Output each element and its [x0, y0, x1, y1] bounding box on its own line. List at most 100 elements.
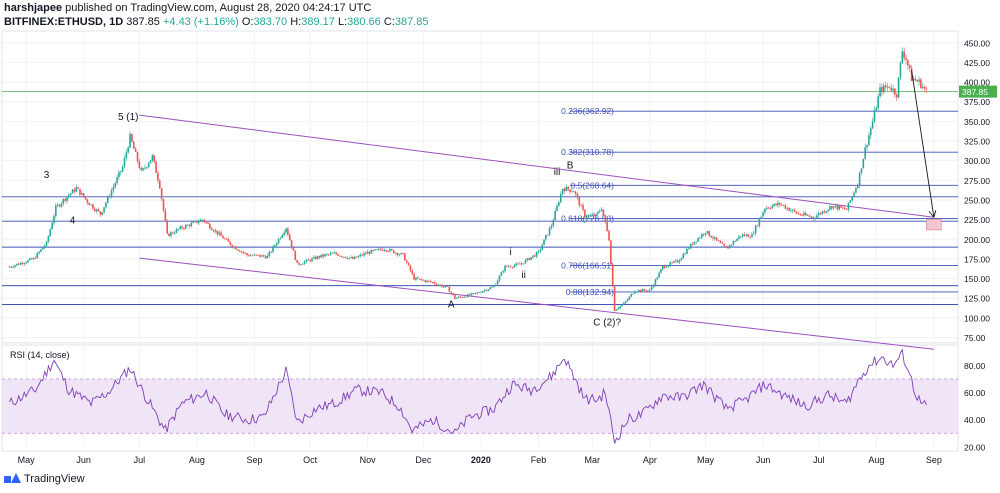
candle-body: [207, 222, 209, 224]
price-tick-label: 100.00: [964, 313, 990, 323]
wave-label: i: [510, 247, 512, 258]
candle-body: [8, 266, 11, 268]
candle-body: [918, 79, 920, 82]
candle-body: [572, 191, 575, 193]
candle-body: [907, 59, 909, 66]
candle-body: [838, 205, 840, 210]
candle-body: [88, 202, 91, 206]
candle-body: [662, 265, 664, 270]
candle-body: [227, 239, 230, 242]
candle-body: [793, 209, 796, 212]
candle-body: [431, 282, 434, 283]
candle-body: [409, 265, 412, 271]
candle-body: [90, 204, 92, 206]
candle-body: [394, 252, 397, 254]
last-price: 387.85: [126, 16, 160, 28]
candle-body: [580, 205, 582, 206]
footer-brand[interactable]: TradingView: [4, 473, 85, 485]
candle-body: [455, 297, 458, 299]
candle-body: [775, 203, 777, 206]
candle-body: [49, 229, 52, 237]
candle-body: [543, 239, 545, 246]
candle-body: [361, 254, 363, 256]
time-tick-label: Jul: [813, 455, 825, 465]
candle-body: [780, 204, 783, 206]
candle-body: [843, 207, 846, 210]
candle-body: [56, 204, 59, 206]
candle-body: [145, 167, 148, 168]
candle-body: [329, 253, 332, 255]
candle-body: [814, 217, 816, 219]
candle-body: [10, 266, 13, 268]
candle-body: [450, 291, 453, 294]
candle-body: [660, 269, 662, 273]
candle-body: [845, 209, 848, 210]
rsi-tick-label: 40.00: [964, 415, 986, 425]
candle-body: [491, 286, 493, 288]
candle-body: [210, 228, 213, 231]
candle-body: [417, 277, 419, 279]
candle-body: [734, 241, 737, 242]
projection-arrow-line: [911, 70, 935, 218]
candle-body: [387, 251, 389, 252]
candle-body: [684, 253, 686, 255]
candle-body: [806, 215, 809, 217]
candle-body: [459, 296, 462, 298]
candle-body: [706, 231, 709, 234]
candle-body: [396, 252, 399, 255]
candle-body: [58, 204, 61, 207]
candle-body: [591, 214, 594, 216]
candle-body: [184, 225, 187, 229]
candle-body: [608, 231, 610, 241]
candle-body: [842, 207, 844, 209]
candle-body: [307, 259, 310, 261]
candle-body: [851, 196, 853, 201]
rsi-label: RSI (14, close): [10, 350, 70, 360]
high-label: H:: [290, 16, 302, 28]
candle-body: [313, 256, 315, 259]
candle-body: [353, 256, 356, 259]
candle-body: [467, 294, 469, 298]
candle-body: [736, 238, 738, 242]
candle-body: [433, 282, 436, 284]
price-tick-label: 75.00: [964, 333, 986, 343]
candle-body: [114, 183, 117, 187]
author-name[interactable]: harshjapee: [4, 2, 63, 14]
candle-body: [66, 196, 68, 201]
current-price-tag-label: 387.85: [962, 87, 988, 97]
candle-body: [545, 235, 547, 240]
price-tick-label: 200.00: [964, 235, 990, 245]
candle-body: [298, 262, 300, 265]
candle-body: [914, 78, 917, 81]
candle-body: [121, 166, 124, 172]
time-tick-label: Nov: [360, 455, 377, 465]
candle-body: [472, 293, 475, 295]
candle-body: [275, 243, 278, 246]
candle-body: [539, 249, 542, 252]
candle-body: [281, 234, 284, 238]
candle-body: [925, 88, 928, 90]
candle-body: [561, 188, 564, 195]
time-tick-label: Oct: [303, 455, 318, 465]
candle-body: [248, 255, 250, 256]
candle-body: [530, 257, 532, 260]
candle-body: [689, 243, 692, 249]
candle-body: [259, 254, 261, 257]
candle-body: [277, 238, 280, 244]
candle-body: [81, 193, 83, 195]
candle-body: [799, 214, 802, 216]
candle-body: [296, 259, 298, 263]
candle-body: [173, 232, 176, 234]
candle-body: [155, 161, 157, 173]
candle-body: [249, 255, 252, 257]
candle-body: [888, 86, 891, 88]
candle-body: [632, 293, 634, 295]
candle-body: [270, 251, 272, 253]
candle-body: [777, 202, 779, 206]
candle-body: [541, 245, 543, 250]
candle-body: [908, 65, 911, 68]
candle-body: [691, 243, 694, 245]
candle-body: [740, 236, 742, 238]
candle-body: [756, 225, 759, 227]
